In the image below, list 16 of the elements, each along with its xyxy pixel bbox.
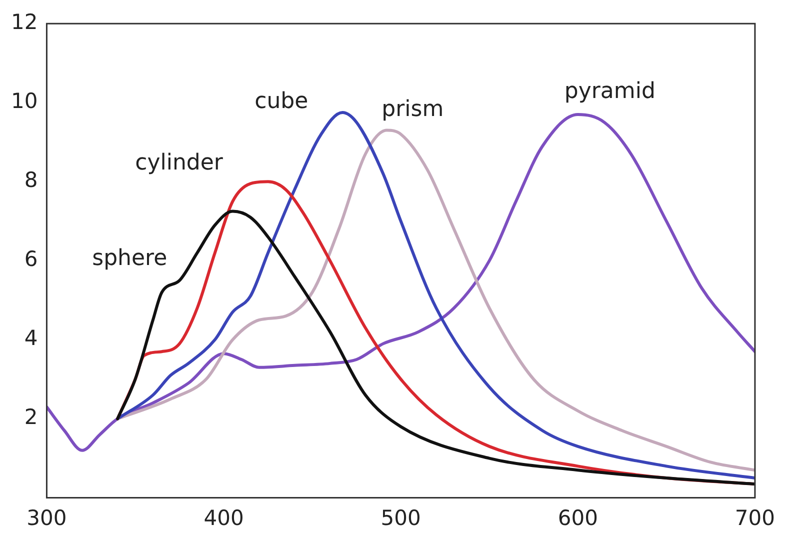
series-label: cylinder	[135, 150, 224, 176]
series-label: cube	[254, 89, 308, 114]
y-tick-label: 10	[10, 89, 38, 114]
x-tick-label: 500	[380, 506, 421, 530]
y-tick-label: 8	[24, 168, 38, 192]
series-label: pyramid	[564, 79, 656, 104]
y-tick-label: 6	[24, 247, 38, 272]
y-tick-label: 4	[24, 326, 38, 350]
x-tick-label: 700	[734, 506, 776, 530]
y-tick-label: 12	[10, 10, 38, 34]
series-label: prism	[382, 97, 444, 122]
x-tick-label: 300	[26, 506, 67, 530]
x-tick-label: 400	[204, 506, 244, 530]
series-label: sphere	[92, 246, 168, 272]
y-tick-label: 2	[24, 405, 38, 430]
x-tick-label: 600	[558, 506, 598, 530]
